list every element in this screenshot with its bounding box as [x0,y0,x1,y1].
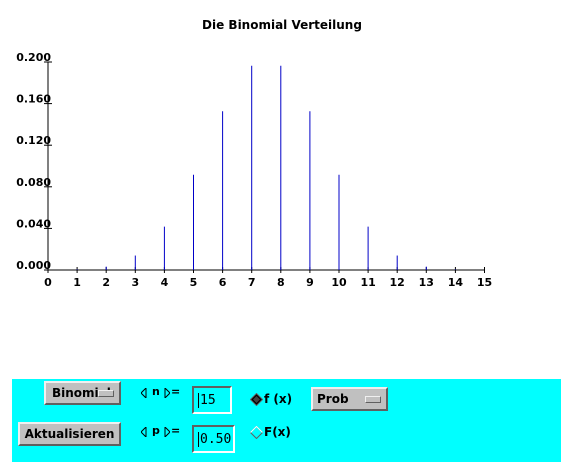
bar-series [76,65,456,270]
x-tick-label: 6 [219,276,227,289]
x-tick-label: 0 [44,276,52,289]
x-tick-label: 1 [73,276,81,289]
radio-selected-diamond-icon [250,392,263,406]
x-tick-label: 4 [161,276,169,289]
y-tick-label: 0.040 [16,217,51,230]
distribution-menu-button[interactable]: Binomial [44,381,121,405]
y-tick-label: 0.120 [16,134,51,147]
radio-Fx[interactable]: F(x) [250,425,291,439]
update-button[interactable]: Aktualisieren [18,422,121,446]
x-tick-label: 8 [277,276,285,289]
x-tick-label: 7 [248,276,256,289]
x-tick-label: 14 [448,276,464,289]
n-input-value: 15 [200,392,216,408]
binomial-chart: Die Binomial Verteilung 0.0000.0400.0800… [16,18,492,289]
p-decrement-arrow-icon[interactable] [141,427,147,437]
p-input-value: 0.50 [200,431,232,447]
p-increment-arrow-icon[interactable] [164,427,170,437]
p-input[interactable]: 0.50 [192,425,235,453]
x-tick-label: 12 [390,276,405,289]
radio-fx-label: f (x) [264,392,293,406]
y-tick-label: 0.080 [16,176,51,189]
option-menu-indicator-icon [365,396,381,403]
y-tick-label: 0.160 [16,93,51,106]
x-tick-label: 11 [360,276,375,289]
n-equals-sign: = [171,385,181,398]
text-cursor [198,392,199,408]
y-tick-label: 0.200 [16,51,51,64]
x-tick-label: 13 [419,276,434,289]
n-input[interactable]: 15 [192,386,232,414]
x-tick-label: 9 [306,276,314,289]
radio-unselected-diamond-icon [250,425,263,439]
chart-title: Die Binomial Verteilung [202,18,362,32]
control-panel: Binomial Aktualisieren n = p = 15 0.50 f… [12,379,561,462]
n-label: n [152,385,160,398]
prob-menu-button[interactable]: Prob [311,387,388,411]
text-cursor [198,431,199,447]
x-tick-label: 3 [131,276,139,289]
x-tick-label: 5 [190,276,198,289]
y-tick-label: 0.000 [16,259,51,272]
p-label: p [152,424,160,437]
update-button-label: Aktualisieren [24,427,115,441]
radio-Fx-label: F(x) [264,425,291,439]
option-menu-indicator-icon [98,390,114,397]
x-tick-label: 15 [477,276,492,289]
n-decrement-arrow-icon[interactable] [141,388,147,398]
x-tick-label: 2 [102,276,110,289]
radio-fx[interactable]: f (x) [250,392,292,406]
distribution-menu-label: Binomial [52,386,111,400]
n-increment-arrow-icon[interactable] [164,388,170,398]
x-tick-label: 10 [331,276,347,289]
p-equals-sign: = [171,424,181,437]
prob-menu-label: Prob [317,392,349,406]
y-axis-ticks: 0.000 0.040 0.080 0.120 0.160 0.200 [16,51,52,272]
